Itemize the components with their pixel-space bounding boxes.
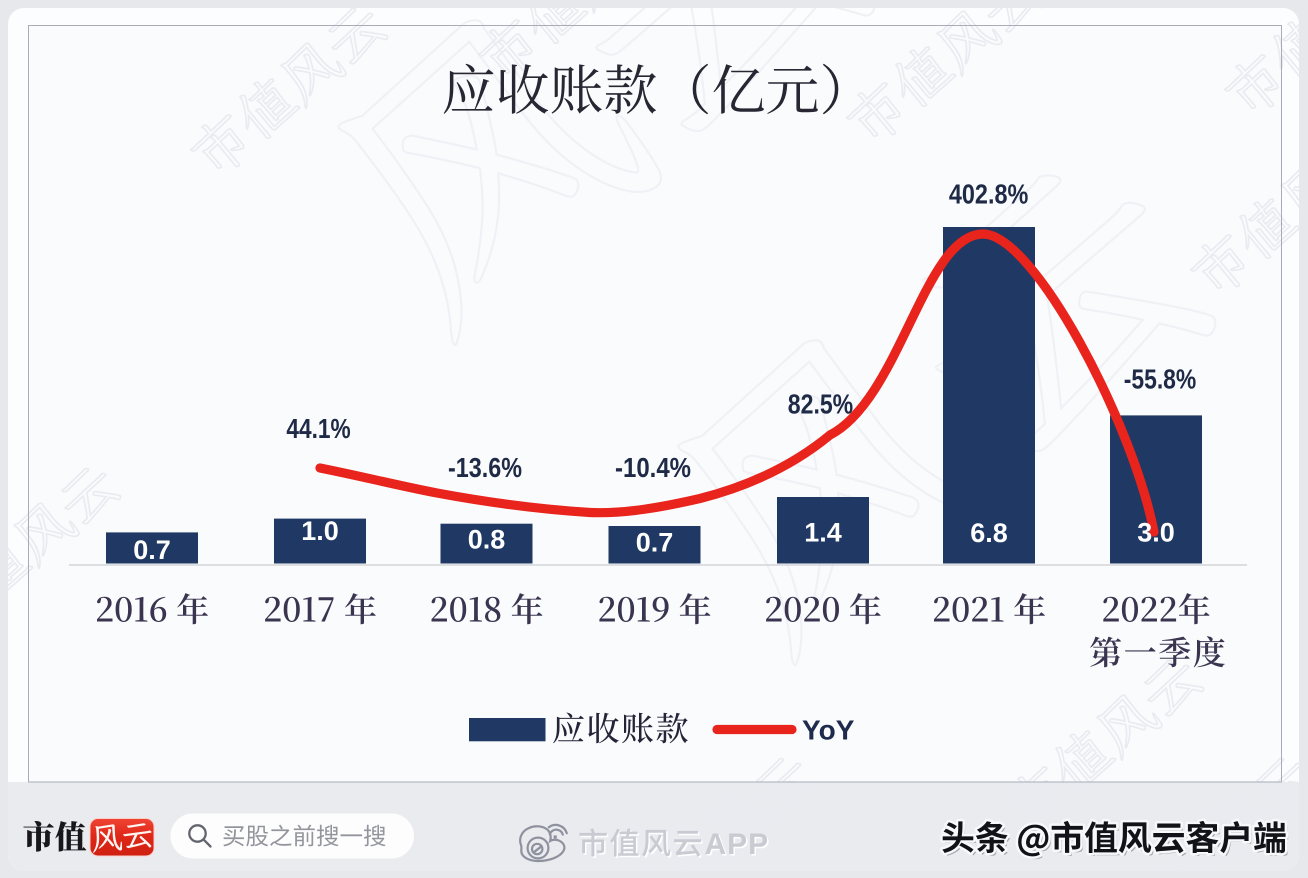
svg-text:0.7: 0.7 bbox=[636, 528, 674, 558]
svg-text:0.8: 0.8 bbox=[468, 525, 506, 555]
svg-text:APP: APP bbox=[706, 830, 771, 863]
svg-text:-55.8%: -55.8% bbox=[1124, 363, 1197, 394]
svg-text:APP: APP bbox=[705, 828, 770, 861]
svg-text:YoY: YoY bbox=[802, 715, 855, 746]
svg-text:1.0: 1.0 bbox=[301, 516, 339, 546]
svg-text:3.0: 3.0 bbox=[1137, 518, 1175, 548]
svg-text:0.7: 0.7 bbox=[133, 535, 171, 565]
svg-text:1.4: 1.4 bbox=[804, 518, 842, 548]
svg-text:402.8%: 402.8% bbox=[949, 178, 1028, 209]
svg-text:-13.6%: -13.6% bbox=[448, 452, 522, 483]
svg-text:6.8: 6.8 bbox=[970, 518, 1008, 548]
svg-text:82.5%: 82.5% bbox=[788, 389, 853, 420]
svg-text:44.1%: 44.1% bbox=[286, 413, 350, 444]
svg-text:-10.4%: -10.4% bbox=[615, 452, 691, 483]
